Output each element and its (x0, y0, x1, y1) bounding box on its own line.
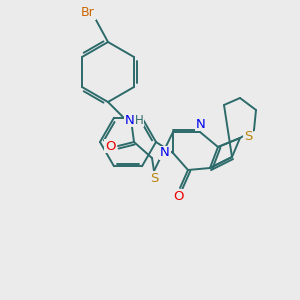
Text: N: N (125, 113, 135, 127)
Text: O: O (105, 140, 115, 152)
Text: N: N (196, 118, 206, 130)
Text: Br: Br (81, 7, 95, 20)
Text: S: S (150, 172, 158, 184)
Text: S: S (244, 130, 252, 142)
Text: H: H (135, 113, 143, 127)
Text: O: O (173, 190, 183, 202)
Text: N: N (160, 146, 170, 160)
